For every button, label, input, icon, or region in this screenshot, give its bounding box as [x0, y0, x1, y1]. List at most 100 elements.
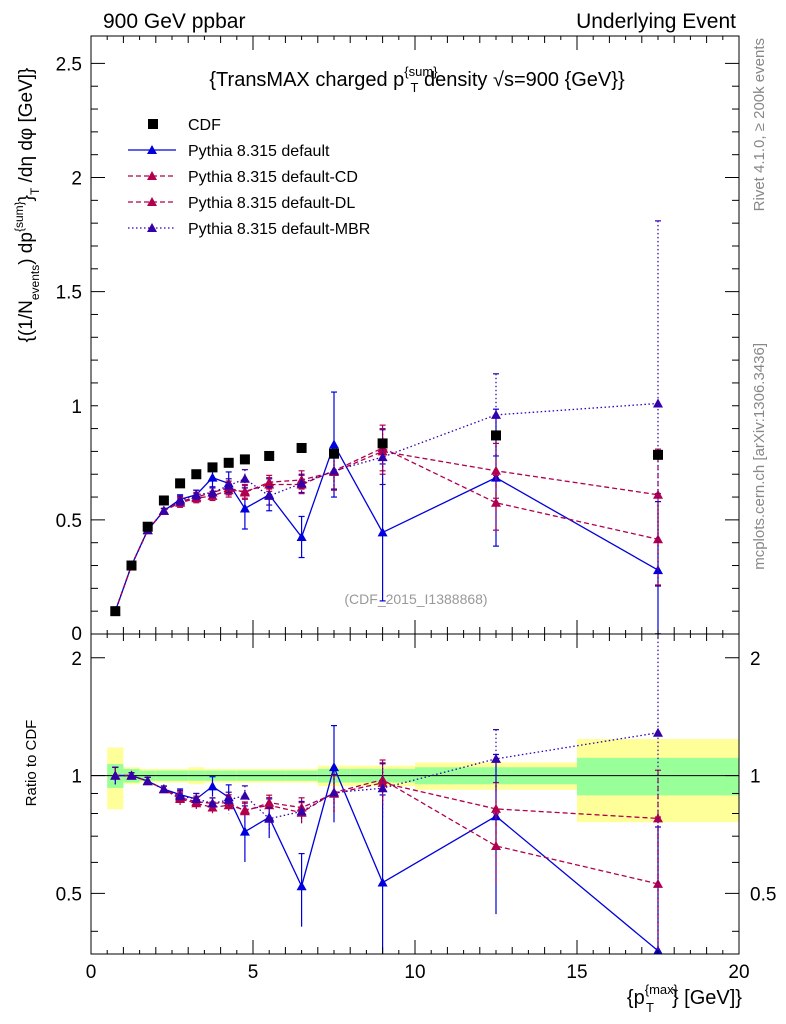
marker-mbr-10	[296, 478, 307, 488]
cdf-point-4	[175, 478, 186, 489]
marker-mbr-14	[653, 398, 663, 408]
cdf-point-12	[377, 438, 388, 449]
ratio-tick-label-left-0: 0.5	[56, 884, 82, 905]
ratio-marker-default-8	[239, 826, 250, 836]
legend-label-mbr: Pythia 8.315 default-MBR	[188, 221, 370, 238]
y-tick-label-1: 0.5	[56, 511, 82, 532]
analysis-watermark: (CDF_2015_I1388868)	[344, 591, 487, 607]
legend-marker-cd	[147, 171, 157, 180]
ratio-marker-cd-13	[491, 840, 501, 850]
rivet-label: Rivet 4.1.0, ≥ 200k events	[751, 38, 768, 211]
ratio-tick-label-right-0: 0.5	[750, 884, 776, 905]
marker-default-10	[296, 531, 307, 541]
ratio-marker-mbr-5	[191, 793, 202, 803]
x-tick-label-1: 5	[248, 962, 259, 983]
marker-cd-13	[491, 497, 501, 507]
marker-mbr-5	[191, 489, 202, 499]
marker-default-12	[377, 527, 388, 537]
x-tick-label-3: 15	[566, 962, 587, 983]
ratio-marker-mbr-8	[239, 790, 250, 800]
ratio-tick-label-right-1: 1	[750, 767, 761, 788]
legend-label-dl: Pythia 8.315 default-DL	[188, 195, 355, 212]
ratio-marker-default-6	[207, 781, 218, 791]
marker-mbr-13	[491, 409, 501, 419]
legend-marker-cdf	[148, 119, 158, 129]
legend-label-cdf: CDF	[188, 117, 221, 134]
legend: CDF Pythia 8.315 default Pythia 8.315 defa…	[128, 117, 370, 238]
ratio-y-label: Ratio to CDF	[23, 720, 40, 807]
marker-mbr-12	[377, 452, 388, 462]
ratio-marker-mbr-7	[223, 794, 234, 804]
mcplots-label: mcplots.cern.ch [arXiv:1306.3436]	[751, 343, 768, 570]
ratio-marker-dl-12	[377, 777, 388, 787]
cdf-point-2	[142, 521, 153, 532]
y-tick-label-5: 2.5	[56, 54, 82, 75]
cdf-point-3	[158, 495, 169, 506]
marker-mbr-3	[158, 505, 169, 515]
ratio-tick-label-right-2: 2	[750, 649, 761, 670]
marker-default-6	[207, 472, 218, 482]
legend-marker-dl	[147, 197, 157, 206]
ratio-marker-mbr-2	[142, 776, 153, 786]
ratio-marker-mbr-6	[207, 798, 218, 808]
cdf-point-6	[207, 462, 218, 473]
cdf-point-5	[191, 469, 202, 480]
ratio-marker-mbr-12	[377, 783, 388, 793]
main-series	[110, 220, 663, 634]
marker-mbr-6	[207, 487, 218, 497]
chart-title: {TransMAX charged p{sum} T density √s=900…	[209, 64, 625, 95]
cdf-point-7	[223, 457, 234, 468]
ratio-marker-dl-13	[491, 803, 501, 813]
x-tick-label-4: 20	[728, 962, 749, 983]
cdf-point-8	[239, 454, 250, 465]
header-left: 900 GeV ppbar	[103, 10, 245, 33]
cdf-point-10	[296, 442, 307, 453]
ratio-marker-mbr-4	[175, 791, 186, 801]
ratio-line-mbr	[115, 732, 659, 820]
legend-marker-default	[147, 145, 157, 154]
ratio-marker-mbr-13	[491, 753, 501, 763]
marker-mbr-4	[175, 495, 186, 505]
y-axis-label: {(1/Nevents) dp{sum}}T /dη dφ [GeV]}	[12, 68, 42, 343]
header-right: Underlying Event	[576, 10, 736, 33]
ratio-marker-default-10	[296, 881, 307, 891]
ratio-marker-dl-9	[264, 797, 275, 807]
cdf-point-13	[491, 430, 501, 441]
ratio-tick-label-left-1: 1	[71, 767, 82, 788]
ratio-line-dl	[115, 774, 659, 820]
cdf-point-14	[653, 449, 663, 460]
cdf-point-0	[110, 606, 121, 617]
ratio-bands	[107, 739, 739, 823]
tick-labels: 0 5 10 15 20 0 0.5 1 1.5 2 2.5 0.5 0.5 1 1 2 2	[56, 54, 777, 983]
ratio-marker-mbr-10	[296, 806, 307, 816]
marker-mbr-9	[264, 490, 275, 500]
marker-default-11	[329, 439, 339, 449]
ratio-marker-default-12	[377, 877, 388, 887]
marker-mbr-7	[223, 480, 234, 490]
ratio-marker-mbr-11	[329, 787, 339, 797]
marker-dl-8	[239, 487, 250, 497]
cdf-point-11	[329, 448, 339, 459]
x-tick-label-0: 0	[86, 962, 97, 983]
legend-label-default: Pythia 8.315 default	[188, 143, 330, 160]
y-tick-label-2: 1	[71, 397, 82, 418]
ratio-marker-mbr-9	[264, 813, 275, 823]
cdf-point-9	[264, 450, 275, 461]
legend-label-cd: Pythia 8.315 default-CD	[188, 169, 358, 186]
ratio-tick-label-left-2: 2	[71, 649, 82, 670]
y-tick-label-3: 1.5	[56, 283, 82, 304]
y-tick-label-4: 2	[71, 169, 82, 190]
marker-mbr-8	[239, 473, 250, 483]
ratio-marker-mbr-14	[653, 727, 663, 737]
cdf-point-1	[126, 560, 137, 571]
x-axis-label: {p{max} T} [GeV]}	[627, 982, 742, 1015]
marker-mbr-11	[329, 465, 339, 475]
y-tick-label-0: 0	[71, 624, 82, 645]
ratio-marker-mbr-1	[126, 770, 137, 780]
ratio-marker-mbr-0	[110, 770, 121, 780]
line-mbr	[114, 402, 659, 612]
ratio-marker-mbr-3	[158, 784, 169, 794]
x-tick-label-2: 10	[404, 962, 425, 983]
marker-dl-13	[491, 465, 501, 475]
